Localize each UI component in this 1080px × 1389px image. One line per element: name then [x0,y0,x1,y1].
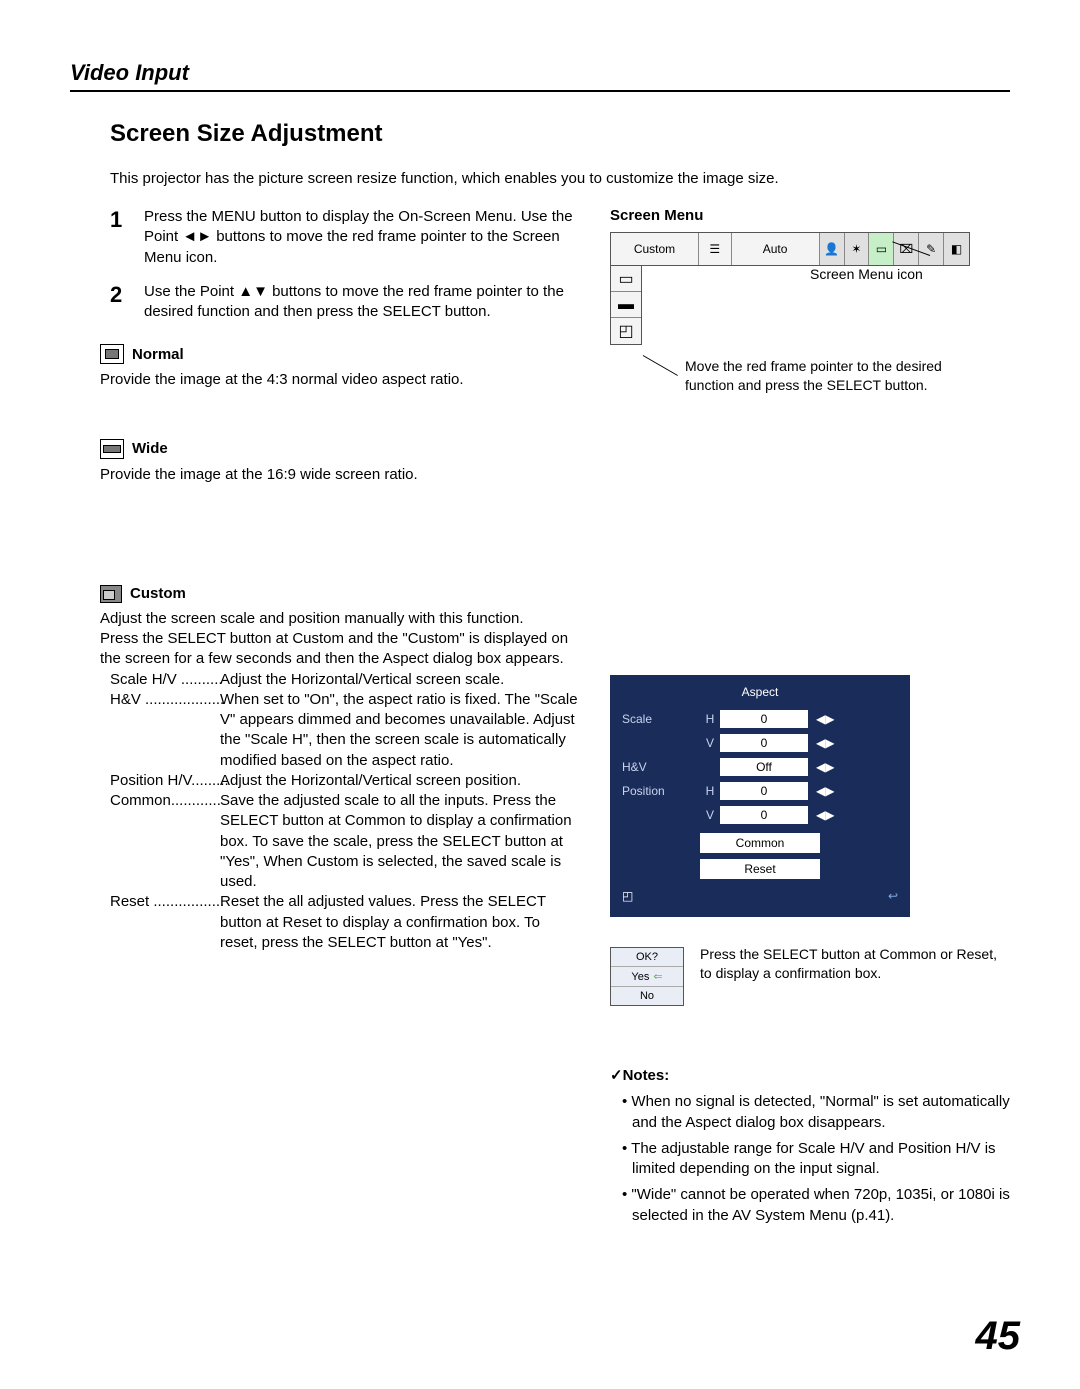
aspect-pos-label: Position [622,784,700,798]
mode-label: Normal [132,346,184,363]
confirm-box: OK? Yes⇐ No [610,947,684,1006]
notes: ✓Notes: • When no signal is detected, "N… [610,1066,1010,1226]
mode-desc: Provide the image at the 4:3 normal vide… [100,370,580,390]
mode-wide: Wide Provide the image at the 16:9 wide … [100,439,580,485]
side-icon-custom: ◰ [611,318,641,344]
spec-scale-hv: Scale H/V .......... Adjust the Horizont… [110,670,580,690]
screen-menu-title: Screen Menu [610,207,1010,224]
tab-icon: 👤 [820,233,845,265]
step-2: 2 Use the Point ▲▼ buttons to move the r… [110,282,580,323]
aspect-hv-label: H&V [622,760,700,774]
side-icon-wide: ▬ [611,292,641,318]
screen-menu-side-icons: ▭ ▬ ◰ [610,266,642,345]
custom-desc: Adjust the screen scale and position man… [100,609,580,670]
wide-icon [100,439,124,459]
tab-icon: ✶ [845,233,870,265]
note-item: • When no signal is detected, "Normal" i… [616,1092,1010,1133]
mode-desc: Provide the image at the 16:9 wide scree… [100,465,580,485]
confirm-yes[interactable]: Yes⇐ [611,967,683,987]
tab-icon: ◧ [944,233,969,265]
menu-nav-icon: ☰ [699,233,732,265]
page-number: 45 [976,1314,1021,1359]
return-icon: ↩ [888,889,898,903]
menu-auto-cell: Auto [732,233,820,265]
reset-button[interactable]: Reset [700,859,820,879]
note-item: • "Wide" cannot be operated when 720p, 1… [616,1185,1010,1226]
confirm-no[interactable]: No [611,987,683,1005]
mode-label: Wide [132,440,168,457]
back-icon: ◰ [622,889,633,903]
mode-label: Custom [130,585,186,602]
step-text: Press the MENU button to display the On-… [144,207,580,268]
normal-icon [100,344,124,364]
spec-position-hv: Position H/V......... Adjust the Horizon… [110,771,580,791]
section-header: Video Input [70,60,1010,92]
step-1: 1 Press the MENU button to display the O… [110,207,580,268]
step-number: 2 [110,282,144,323]
custom-icon [100,585,122,603]
aspect-scale-label: Scale [622,712,700,726]
side-icon-normal: ▭ [611,266,641,292]
page-title: Screen Size Adjustment [110,120,1010,148]
menu-custom-cell: Custom [611,233,699,265]
mode-custom: Custom Adjust the screen scale and posit… [100,585,580,953]
tab-icon: ✎ [919,233,944,265]
screen-menu-icon-annot: Screen Menu icon [810,265,923,284]
screen-menu-icon: ▭ [869,233,894,265]
spec-common: Common............ Save the adjusted sca… [110,791,580,892]
hv-value[interactable]: Off [720,758,808,776]
spec-hv: H&V ................... When set to "On"… [110,690,580,771]
note-item: • The adjustable range for Scale H/V and… [616,1139,1010,1180]
spec-reset: Reset ................. Reset the all ad… [110,892,580,953]
pointer-annot: Move the red frame pointer to the desire… [685,357,945,395]
pos-v-value[interactable]: 0 [720,806,808,824]
confirm-question: OK? [611,948,683,967]
mode-normal: Normal Provide the image at the 4:3 norm… [100,344,580,390]
scale-h-value[interactable]: 0 [720,710,808,728]
notes-head: ✓Notes: [610,1066,1010,1086]
pos-h-value[interactable]: 0 [720,782,808,800]
aspect-title: Aspect [622,685,898,699]
common-button[interactable]: Common [700,833,820,853]
confirm-caption: Press the SELECT button at Common or Res… [700,945,1010,983]
intro-text: This projector has the picture screen re… [110,170,1010,187]
step-text: Use the Point ▲▼ buttons to move the red… [144,282,580,323]
aspect-dialog: Aspect ScaleH0◀▶ V0◀▶ H&VOff◀▶ PositionH… [610,675,910,917]
scale-v-value[interactable]: 0 [720,734,808,752]
step-number: 1 [110,207,144,268]
